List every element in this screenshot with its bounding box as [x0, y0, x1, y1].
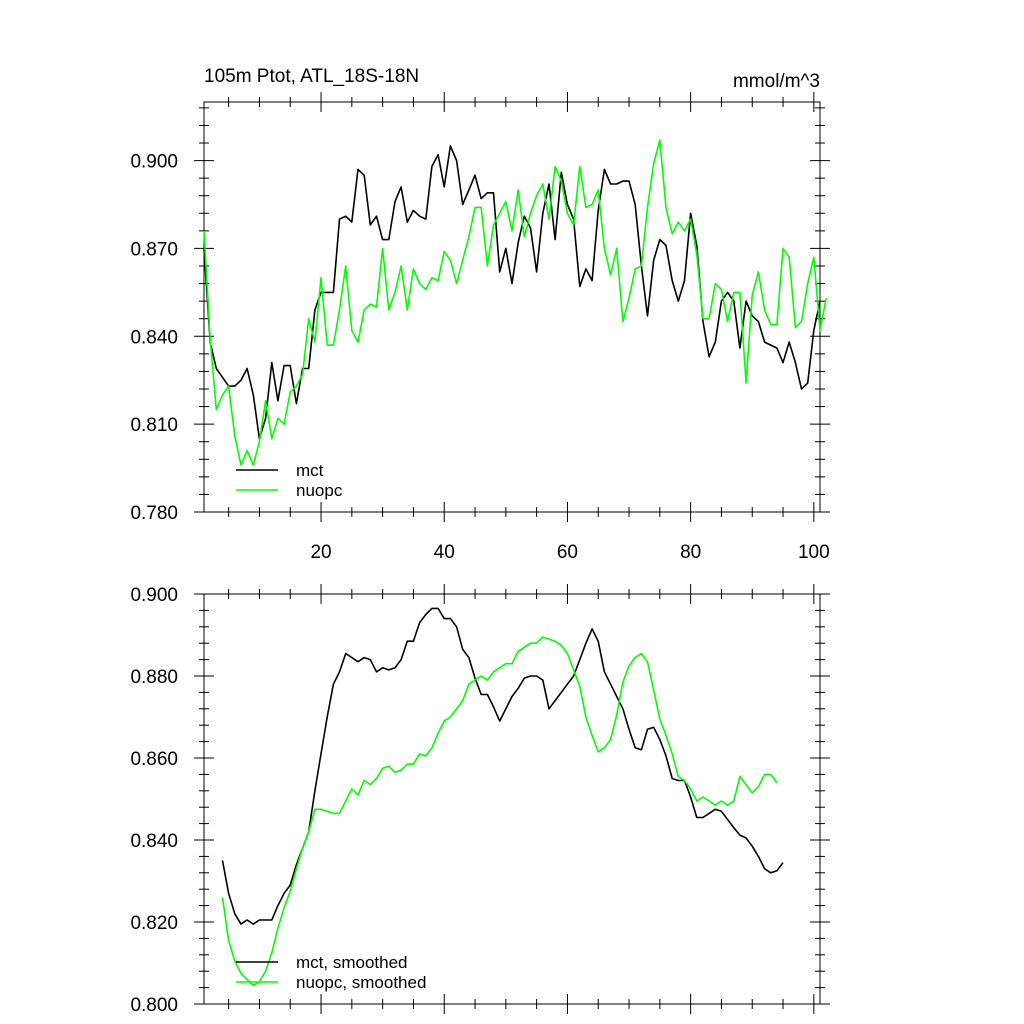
y-tick-label: 0.810	[130, 415, 178, 436]
top-panel: 105m Ptot, ATL_18S-18N mmol/m^3 0.780 0.8…	[130, 66, 830, 563]
x-tick-label: 100	[798, 542, 830, 563]
y-tick-label: 0.780	[130, 503, 178, 524]
top-y-tick-labels: 0.780 0.810 0.840 0.870 0.900	[130, 152, 178, 524]
legend-label-nuopc: nuopc	[296, 481, 343, 500]
bottom-y-tick-labels: 0.800 0.820 0.840 0.860 0.880 0.900	[130, 585, 178, 1016]
legend-label-mct: mct	[296, 461, 324, 480]
y-tick-label: 0.820	[130, 913, 178, 934]
bottom-legend: mct, smoothed nuopc, smoothed	[236, 953, 426, 992]
chart-title: 105m Ptot, ATL_18S-18N	[204, 66, 419, 87]
bottom-series-lines	[221, 607, 784, 987]
series-line-nuopc	[203, 139, 827, 466]
legend-label-nuopc-smoothed: nuopc, smoothed	[296, 973, 426, 992]
y-tick-label: 0.800	[130, 995, 178, 1016]
bottom-panel: 0.800 0.820 0.840 0.860 0.880 0.900 mct, smoo…	[130, 584, 830, 1016]
x-tick-label: 80	[680, 542, 701, 563]
series-line-mct-smoothed	[221, 607, 784, 925]
y-tick-label: 0.880	[130, 667, 178, 688]
x-tick-label: 60	[557, 542, 578, 563]
series-line-nuopc-smoothed	[221, 636, 778, 987]
y-tick-label: 0.900	[130, 152, 178, 173]
y-tick-label: 0.900	[130, 585, 178, 606]
top-plot-frame	[203, 101, 821, 513]
x-tick-label: 20	[310, 542, 331, 563]
y-tick-label: 0.870	[130, 239, 178, 260]
y-tick-label: 0.840	[130, 831, 178, 852]
top-ticks	[194, 92, 830, 522]
top-legend: mct nuopc	[236, 461, 343, 500]
x-tick-label: 40	[434, 542, 455, 563]
y-tick-label: 0.840	[130, 327, 178, 348]
top-series-lines	[203, 139, 827, 466]
units-label: mmol/m^3	[733, 71, 820, 92]
series-line-mct	[203, 145, 821, 440]
top-x-tick-labels: 20 40 60 80 100	[310, 542, 829, 563]
bottom-ticks	[194, 584, 830, 1014]
y-tick-label: 0.860	[130, 749, 178, 770]
bottom-plot-frame	[203, 593, 821, 1005]
legend-label-mct-smoothed: mct, smoothed	[296, 953, 408, 972]
